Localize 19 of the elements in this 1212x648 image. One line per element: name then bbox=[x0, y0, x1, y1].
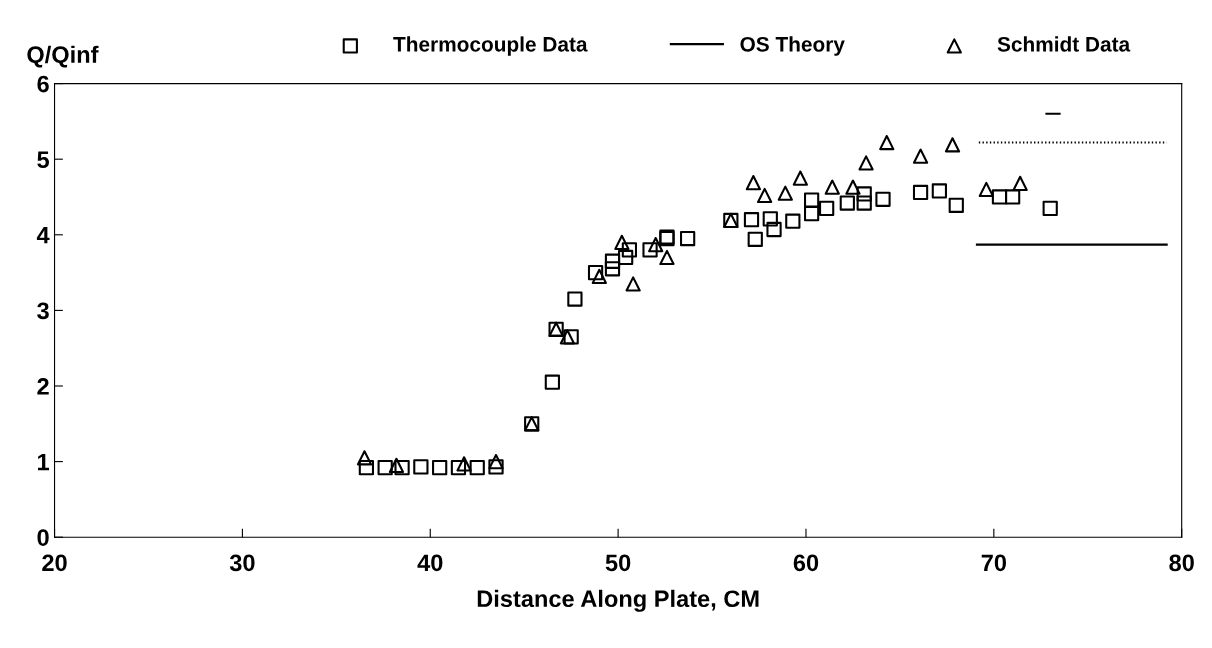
x-axis-title: Distance Along Plate, CM bbox=[477, 589, 759, 612]
legend-label: OS Theory bbox=[740, 36, 845, 56]
y-tick-label: 6 bbox=[37, 75, 49, 93]
x-tick-label: 60 bbox=[793, 554, 819, 572]
y-tick-label: 3 bbox=[37, 302, 49, 320]
legend-label: Thermocouple Data bbox=[393, 36, 588, 56]
legend-label: Schmidt Data bbox=[997, 36, 1131, 52]
y-axis-title: Q/Qinf bbox=[27, 45, 99, 68]
x-tick-label: 20 bbox=[42, 554, 67, 572]
y-tick-label: 4 bbox=[36, 227, 50, 244]
y-tick-label: 5 bbox=[37, 151, 50, 168]
y-tick-label: 1 bbox=[38, 453, 50, 471]
x-tick-label: 70 bbox=[981, 554, 1006, 572]
x-tick-label: 80 bbox=[1169, 554, 1194, 572]
x-tick-label: 30 bbox=[229, 554, 255, 572]
y-tick-label: 2 bbox=[37, 378, 49, 395]
x-tick-label: 50 bbox=[605, 554, 631, 572]
x-tick-label: 40 bbox=[417, 554, 443, 572]
y-tick-label: 0 bbox=[37, 529, 49, 546]
